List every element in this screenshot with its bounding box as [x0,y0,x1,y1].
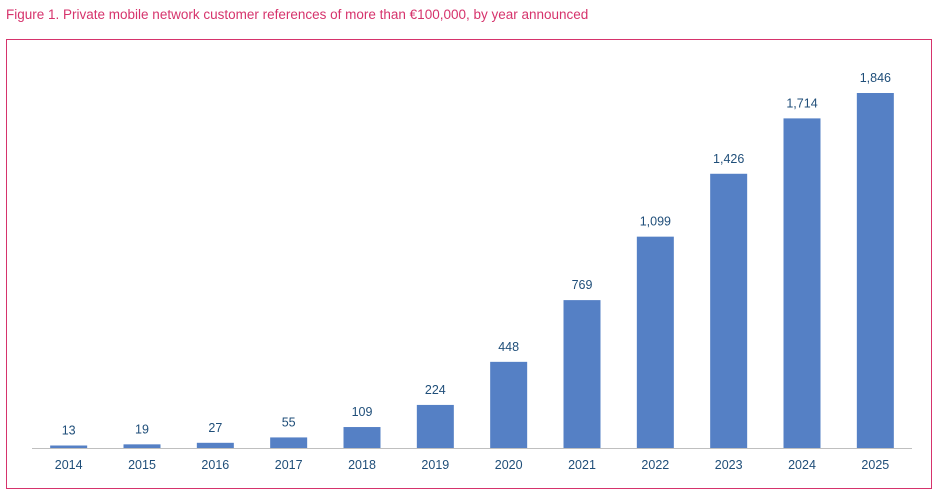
bars-group [50,93,894,448]
x-tick-label-2019: 2019 [421,458,449,472]
bar-2025 [856,93,894,448]
figure-title: Figure 1. Private mobile network custome… [6,7,589,22]
x-tick-label-2015: 2015 [128,458,156,472]
value-label-2014: 13 [62,424,76,438]
value-label-2022: 1,099 [640,215,671,229]
value-label-2021: 769 [572,278,593,292]
x-tick-label-2020: 2020 [495,458,523,472]
bar-2018 [343,427,381,448]
value-label-2015: 19 [135,422,149,436]
value-label-2023: 1,426 [713,152,744,166]
bar-2023 [710,173,748,448]
x-tick-label-2025: 2025 [861,458,889,472]
value-label-2024: 1,714 [786,96,817,110]
x-tick-label-2021: 2021 [568,458,596,472]
bar-2021 [563,300,601,448]
chart-frame [6,39,932,489]
x-tick-label-2022: 2022 [641,458,669,472]
x-tick-label-2014: 2014 [55,458,83,472]
x-tick-label-2017: 2017 [275,458,303,472]
value-label-2016: 27 [208,421,222,435]
bar-2024 [783,118,821,448]
bar-2014 [50,445,88,448]
value-label-2019: 224 [425,383,446,397]
x-tick-label-2024: 2024 [788,458,816,472]
x-tick-label-2018: 2018 [348,458,376,472]
bar-2022 [636,236,674,448]
value-labels-group: 13 19 27 55 109 224 448 769 1,099 1,426 1,714 1,846 [62,71,891,438]
value-label-2025: 1,846 [860,71,891,85]
x-tick-labels-group: 2014 2015 2016 2017 2018 2019 2020 2021 2022 2023… [55,458,890,472]
value-label-2017: 55 [282,415,296,429]
bar-2017 [270,437,308,448]
value-label-2018: 109 [352,405,373,419]
bar-2019 [416,404,454,448]
x-tick-label-2016: 2016 [201,458,229,472]
bar-2015 [123,444,161,448]
value-label-2020: 448 [498,340,519,354]
bar-2016 [196,442,234,448]
bar-2020 [490,361,528,448]
x-tick-label-2023: 2023 [715,458,743,472]
